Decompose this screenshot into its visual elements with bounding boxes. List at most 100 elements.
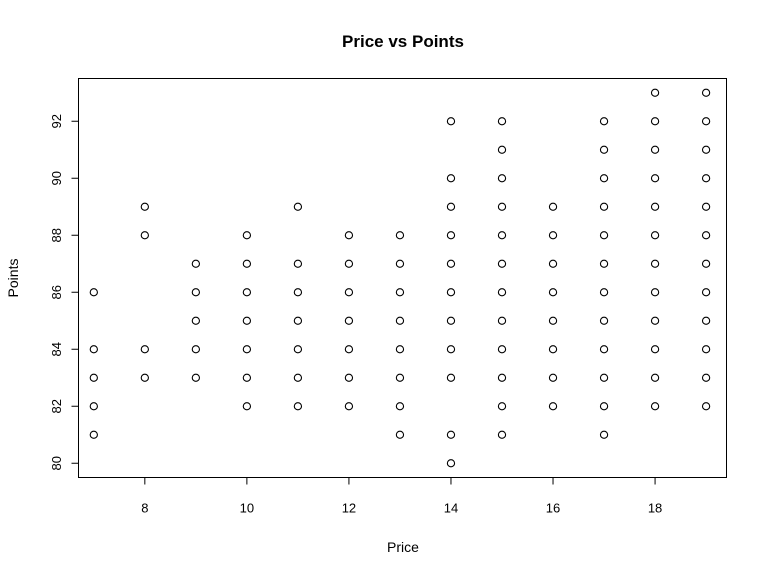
data-point [701, 202, 711, 211]
data-point [344, 373, 354, 382]
data-point [446, 288, 456, 297]
data-point [293, 316, 303, 325]
data-point [89, 402, 98, 411]
data-point [650, 345, 660, 354]
data-point [701, 316, 711, 325]
data-point [446, 430, 456, 439]
data-point [497, 345, 507, 354]
data-point [446, 373, 456, 382]
data-point [599, 430, 609, 439]
data-point [344, 288, 354, 297]
y-axis-label: Points [5, 259, 21, 298]
data-point [344, 402, 354, 411]
y-tick-label: 86 [49, 285, 64, 299]
data-point [599, 231, 609, 240]
data-point [599, 145, 609, 154]
data-point [701, 373, 711, 382]
data-point [497, 288, 507, 297]
x-tick-label: 16 [546, 501, 560, 516]
x-tick-label: 14 [444, 501, 458, 516]
data-point [89, 373, 98, 382]
data-point [497, 202, 507, 211]
chart-title: Price vs Points [342, 32, 464, 51]
data-point [446, 174, 456, 183]
data-point [599, 117, 609, 126]
data-point [191, 373, 201, 382]
x-axis-label: Price [387, 539, 419, 555]
data-point [650, 145, 660, 154]
data-point [548, 202, 558, 211]
data-point [701, 231, 711, 240]
y-tick-label: 80 [49, 456, 64, 470]
data-point [446, 345, 456, 354]
x-tick-label: 18 [648, 501, 662, 516]
data-point [293, 259, 303, 268]
data-point [599, 259, 609, 268]
data-point [344, 231, 354, 240]
data-point [446, 117, 456, 126]
data-point [650, 88, 660, 97]
data-point [497, 430, 507, 439]
data-point [140, 202, 149, 211]
data-point [89, 345, 98, 354]
data-point [650, 373, 660, 382]
data-point [293, 373, 303, 382]
x-tick-label: 10 [240, 501, 254, 516]
data-point [701, 259, 711, 268]
y-tick-label: 90 [49, 171, 64, 185]
data-point [548, 259, 558, 268]
data-point [548, 231, 558, 240]
data-point [140, 231, 149, 240]
data-point [191, 288, 201, 297]
data-point [344, 316, 354, 325]
data-point [650, 174, 660, 183]
data-point [446, 316, 456, 325]
data-point [650, 259, 660, 268]
y-tick-label: 88 [49, 228, 64, 242]
data-point [140, 373, 149, 382]
data-point [395, 345, 405, 354]
data-point [140, 345, 149, 354]
data-point [344, 345, 354, 354]
data-point [599, 345, 609, 354]
data-point [497, 316, 507, 325]
data-point [701, 402, 711, 411]
data-point [395, 402, 405, 411]
data-point [497, 373, 507, 382]
data-point [395, 373, 405, 382]
data-point [242, 373, 252, 382]
data-point [701, 345, 711, 354]
y-axis: 80 82 84 86 88 90 92 [49, 114, 79, 470]
data-point [242, 402, 252, 411]
data-point [191, 345, 201, 354]
data-point [701, 288, 711, 297]
data-point [497, 402, 507, 411]
data-point [293, 288, 303, 297]
data-point [548, 402, 558, 411]
data-point [599, 288, 609, 297]
data-point [599, 373, 609, 382]
y-tick-label: 82 [49, 399, 64, 413]
y-tick-label: 92 [49, 114, 64, 128]
data-point [497, 259, 507, 268]
data-point [191, 259, 201, 268]
data-point [395, 430, 405, 439]
data-point [446, 259, 456, 268]
data-point [395, 259, 405, 268]
data-point [242, 259, 252, 268]
data-point [293, 345, 303, 354]
data-points [89, 88, 711, 468]
data-point [395, 231, 405, 240]
data-point [599, 402, 609, 411]
data-point [701, 145, 711, 154]
data-point [650, 231, 660, 240]
data-point [548, 345, 558, 354]
data-point [446, 231, 456, 240]
data-point [701, 117, 711, 126]
plot-frame [78, 78, 727, 478]
data-point [446, 459, 456, 468]
y-tick-label: 84 [49, 342, 64, 356]
data-point [191, 316, 201, 325]
x-axis: 8 10 12 14 16 18 [141, 477, 662, 516]
